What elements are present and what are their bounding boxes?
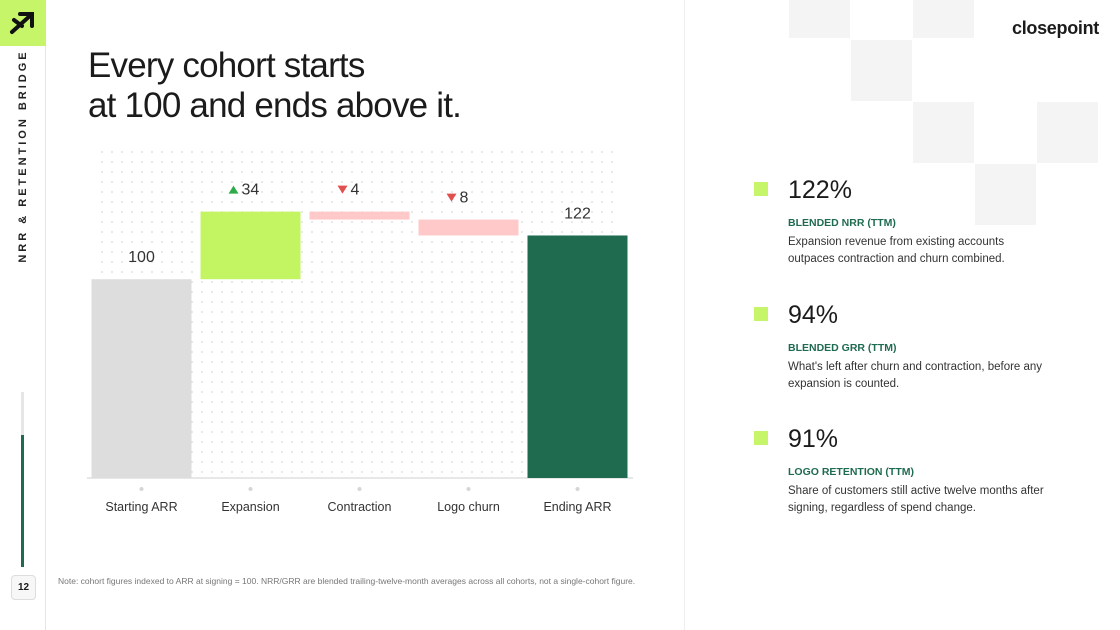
headline-line: at 100 and ends above it. xyxy=(88,86,462,125)
bar xyxy=(309,211,410,220)
headline: Every cohort starts at 100 and ends abov… xyxy=(88,46,462,126)
page-number: 12 xyxy=(11,575,36,600)
tick-dot xyxy=(248,487,253,491)
kpi-marker xyxy=(754,182,768,196)
kpi-description: What's left after churn and contraction,… xyxy=(788,361,1043,390)
logo-icon xyxy=(10,12,34,34)
kpi-marker xyxy=(754,431,768,445)
waterfall-chart: 100 Starting ARR 34 Expansion 4 Contraction 8 L… xyxy=(87,148,633,514)
value-label: 4 xyxy=(351,182,360,199)
bar xyxy=(200,211,301,280)
value-label: 100 xyxy=(128,249,155,266)
x-tick-label: Expansion xyxy=(221,500,279,514)
x-tick-label: Contraction xyxy=(328,500,392,514)
kpi-label: LOGO RETENTION (TTM) xyxy=(788,466,914,478)
kpi-value: 94% xyxy=(788,301,839,329)
brand: closepoint xyxy=(1011,18,1099,38)
kpi-label: BLENDED NRR (TTM) xyxy=(788,217,896,229)
footnote: Note: cohort figures indexed to ARR at s… xyxy=(58,576,636,586)
tick-dot xyxy=(575,487,580,491)
bar xyxy=(418,219,519,236)
logo xyxy=(0,0,46,46)
value-label: 122 xyxy=(564,205,591,222)
down-arrow xyxy=(446,193,457,202)
headline-line: Every cohort starts xyxy=(88,46,365,85)
up-arrow xyxy=(228,185,239,194)
x-tick-label: Logo churn xyxy=(437,500,500,514)
value-label: 8 xyxy=(460,190,469,207)
tick-dot xyxy=(139,487,144,491)
progress-fill xyxy=(21,435,24,567)
kpi-label: BLENDED GRR (TTM) xyxy=(788,342,897,354)
kpi-description: Expansion revenue from existing accounts… xyxy=(788,236,1005,265)
kpi-panel: closepoint xyxy=(684,0,1120,630)
bar xyxy=(527,235,628,478)
kpi-marker xyxy=(754,307,768,321)
kpi-value: 122% xyxy=(788,176,852,204)
tick-dot xyxy=(466,487,471,491)
tick-dot xyxy=(357,487,362,491)
value-label: 34 xyxy=(242,182,260,199)
x-tick-label: Ending ARR xyxy=(543,500,611,514)
kpi-description: Share of customers still active twelve m… xyxy=(788,485,1044,514)
x-tick-label: Starting ARR xyxy=(105,500,177,514)
sidebar xyxy=(0,0,46,630)
bar xyxy=(91,279,192,478)
down-arrow xyxy=(337,185,348,194)
kpi-value: 91% xyxy=(788,425,839,453)
